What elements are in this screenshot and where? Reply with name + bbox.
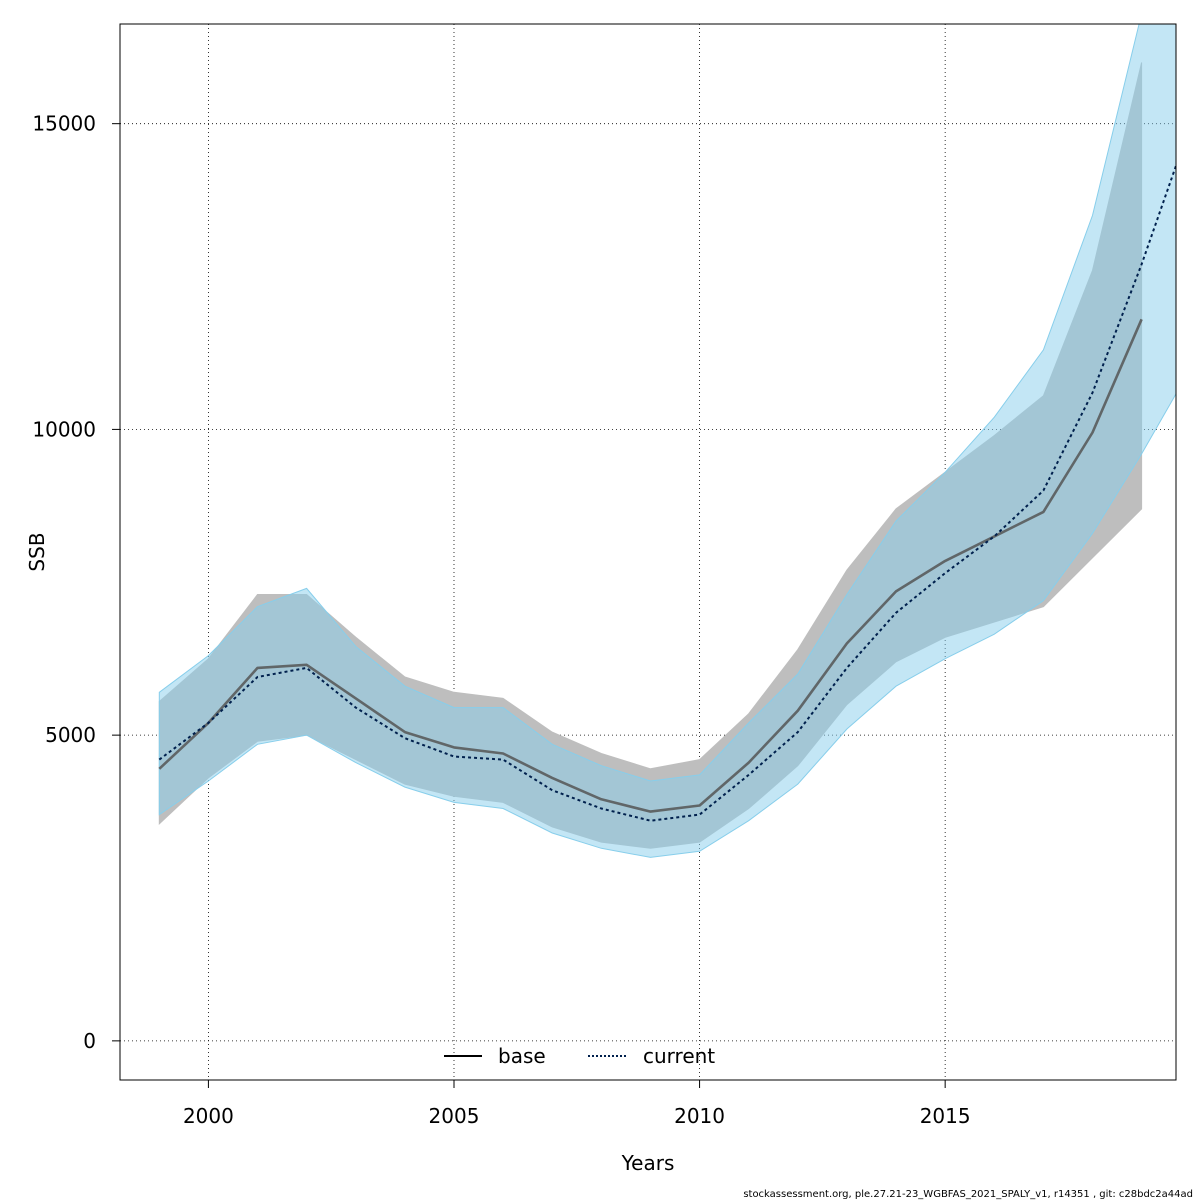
y-axis: 0 5000 10000 15000 <box>32 112 120 1053</box>
x-axis: 2000 2005 2010 2015 <box>183 1080 971 1128</box>
x-tick-label: 2000 <box>183 1104 234 1128</box>
x-tick-label: 2005 <box>429 1104 480 1128</box>
x-tick-label: 2015 <box>920 1104 971 1128</box>
legend-current-label: current <box>643 1044 715 1068</box>
legend: base current <box>444 1044 715 1068</box>
series-lines <box>158 162 1176 822</box>
legend-base-label: base <box>498 1044 546 1068</box>
confidence-band-current <box>158 24 1176 858</box>
y-tick-label: 0 <box>83 1029 96 1053</box>
y-tick-label: 5000 <box>45 723 96 747</box>
y-axis-title: SSB <box>25 532 49 571</box>
series-line-base <box>158 318 1143 813</box>
x-tick-label: 2010 <box>674 1104 725 1128</box>
x-axis-title: Years <box>621 1151 675 1175</box>
plot-frame <box>119 23 1177 1081</box>
y-tick-label: 10000 <box>32 417 96 441</box>
footer-source: stockassessment.org, ple.27.21-23_WGBFAS… <box>743 1189 1193 1200</box>
series-line-current <box>158 162 1176 822</box>
y-tick-label: 15000 <box>32 112 96 136</box>
confidence-bands <box>158 24 1176 858</box>
